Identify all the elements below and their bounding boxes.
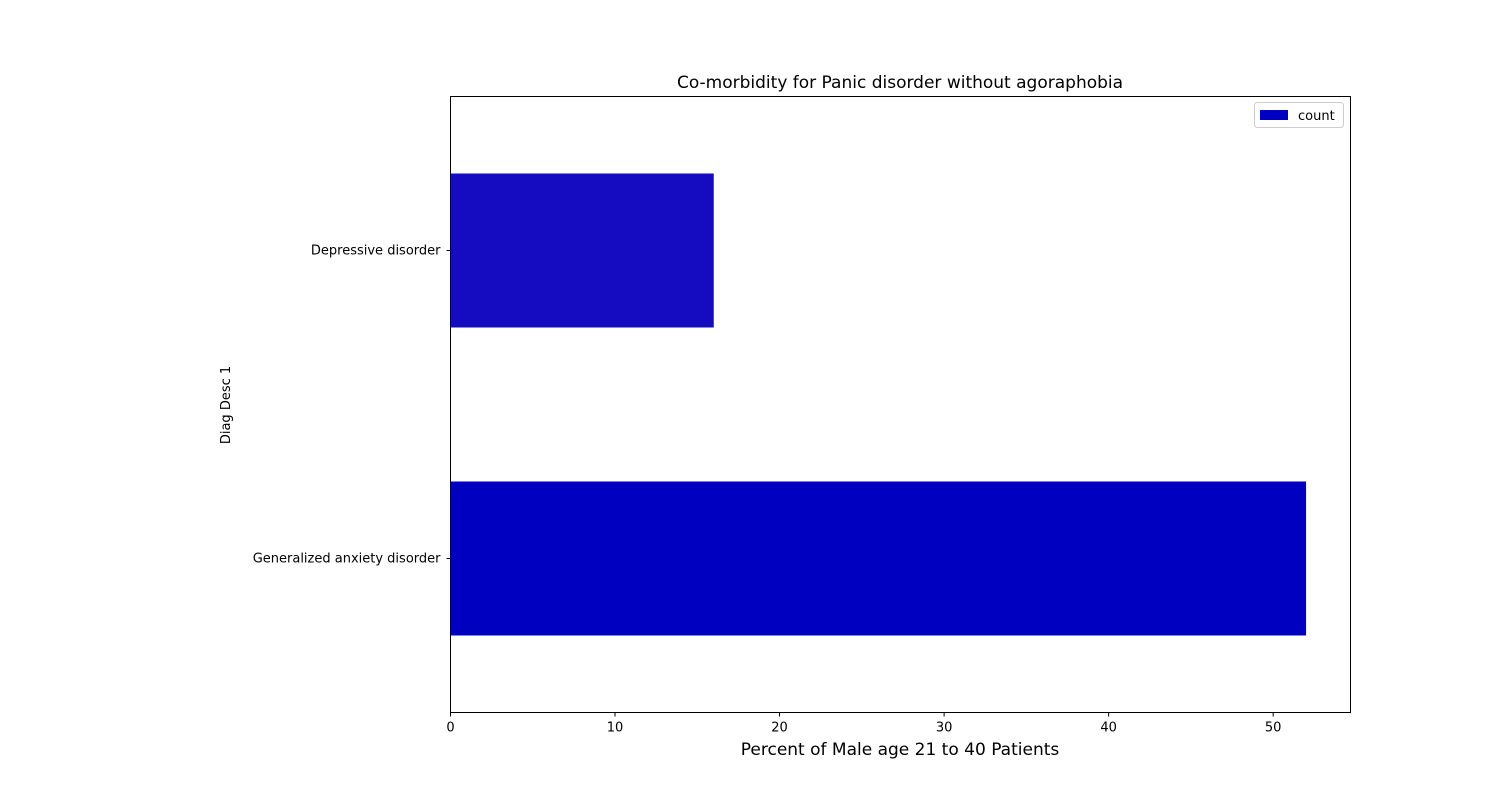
- plot-area-frame: [450, 96, 1351, 713]
- x-tick-label: 30: [936, 721, 953, 736]
- y-axis-label: Diag Desc 1: [219, 366, 234, 444]
- legend-swatch: [1260, 110, 1288, 120]
- bar-generalized-anxiety-disorder: [450, 481, 1307, 636]
- x-tick-label: 20: [771, 721, 788, 736]
- x-tick-label: 40: [1100, 721, 1117, 736]
- y-tick-label: Generalized anxiety disorder: [253, 552, 441, 567]
- x-axis: 0 10 20 30 40 50: [446, 712, 1282, 736]
- chart-title: Co-morbidity for Panic disorder without …: [677, 73, 1123, 93]
- x-axis-label: Percent of Male age 21 to 40 Patients: [741, 740, 1060, 760]
- bar-depressive-disorder: [450, 173, 714, 328]
- legend-frame: [1254, 102, 1344, 128]
- y-axis: Generalized anxiety disorder Depressive d…: [253, 244, 451, 567]
- legend: count: [1254, 102, 1344, 128]
- x-tick-label: 0: [446, 721, 454, 736]
- y-tick-label: Depressive disorder: [311, 244, 441, 259]
- bars-layer: [450, 173, 1307, 636]
- x-tick-label: 50: [1265, 721, 1282, 736]
- x-tick-label: 10: [607, 721, 624, 736]
- legend-label: count: [1298, 109, 1335, 124]
